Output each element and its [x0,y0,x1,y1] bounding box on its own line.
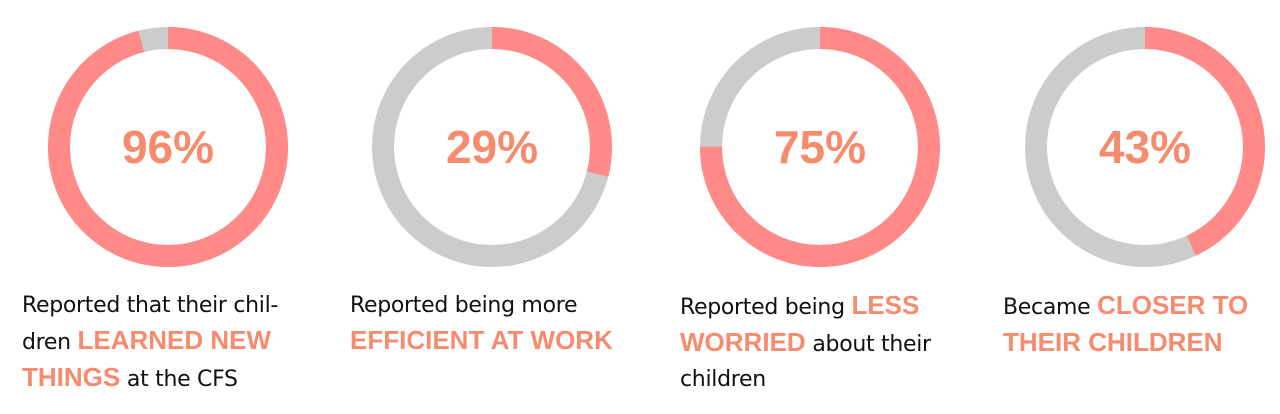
donut-3: 75% [700,27,940,267]
caption-highlight: EFFICIENT AT WORK [350,325,613,355]
donut-percent-label: 96% [122,121,214,173]
caption-text: Reported being more [350,293,578,318]
caption-text: at the CFS [120,367,238,392]
donut-4: 43% [1025,27,1265,267]
caption-4: Became CLOSER TO THEIR CHILDREN [1003,288,1278,362]
caption-text: about their children [680,332,931,392]
donut-charts: 96% 29% 75% 43% [48,27,1265,267]
caption-highlight: LEARNED NEW THINGS [22,325,272,392]
caption-3: Reported being LESS WORRIED about their … [680,288,980,397]
caption-highlight: LESS WORRIED [680,290,920,357]
caption-text: Became [1003,295,1098,320]
caption-1: Reported that their chil-dren LEARNED NE… [22,288,322,397]
donut-value-arc [1025,27,1265,267]
caption-text: Reported being [680,295,852,320]
donut-percent-label: 43% [1099,121,1191,173]
donut-value-arc [48,27,288,267]
donut-value-arc [700,27,940,267]
caption-text: Reported that their chil-dren [22,293,279,355]
caption-2: Reported being more EFFICIENT AT WORK [350,288,660,360]
caption-highlight: CLOSER TO THEIR CHILDREN [1003,290,1249,357]
donut-percent-label: 75% [774,121,866,173]
donut-2: 29% [372,27,612,267]
donut-percent-label: 29% [446,121,538,173]
donut-value-arc [372,27,612,267]
donut-1: 96% [48,27,288,267]
